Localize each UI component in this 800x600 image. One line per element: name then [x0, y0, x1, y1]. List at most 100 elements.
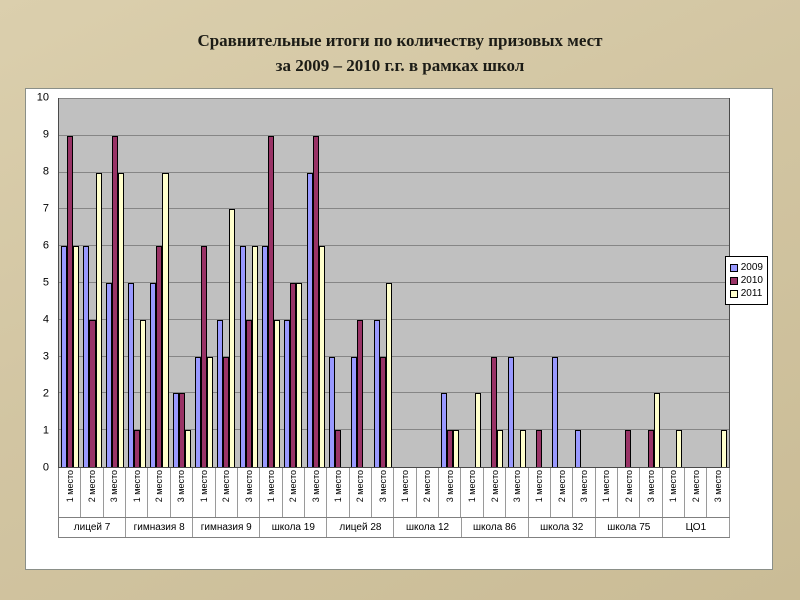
x-tick-label: 2 место — [690, 470, 701, 503]
bar-2009 — [128, 283, 135, 467]
y-tick-label: 4 — [42, 313, 49, 326]
gridline — [59, 282, 729, 283]
y-axis-labels: 0 1 2 3 4 5 6 7 8 9 10 — [26, 92, 55, 473]
y-tick-label: 0 — [42, 461, 49, 474]
category-cell — [461, 99, 483, 467]
y-tick-label: 9 — [42, 128, 49, 141]
y-tick-label: 6 — [42, 239, 49, 252]
category-cell — [171, 99, 193, 467]
x-tick-label: 3 место — [243, 470, 254, 503]
bar-2011 — [274, 319, 281, 467]
bar-2011 — [140, 319, 147, 467]
x-tick-cell: 3 место — [573, 468, 596, 517]
group-label: школа 86 — [462, 518, 529, 537]
y-tick-label: 7 — [42, 202, 49, 215]
bar-2011 — [296, 283, 303, 467]
category-cell — [617, 99, 639, 467]
x-tick-cell: 1 место — [126, 468, 149, 517]
gridline — [59, 134, 729, 136]
x-tick-cell: 2 место — [618, 468, 641, 517]
category-cell — [573, 99, 595, 467]
bar-2010 — [268, 135, 275, 467]
x-tick-cell: 2 место — [417, 468, 440, 517]
legend-items: 2009 2010 2011 — [729, 262, 763, 299]
bar-2011 — [653, 393, 660, 467]
legend-item: 2011 — [729, 288, 763, 299]
category-cell — [640, 99, 662, 467]
x-tick-label: 2 место — [556, 470, 567, 503]
group-label: школа 19 — [260, 518, 328, 537]
bar-2010 — [245, 319, 252, 467]
x-tick-label: 1 место — [668, 470, 679, 503]
bar-2010 — [201, 246, 208, 467]
bar-2011 — [720, 430, 727, 467]
x-tick-label: 3 место — [109, 470, 120, 503]
bar-2010 — [111, 135, 118, 467]
x-tick-cell: 1 место — [461, 468, 484, 517]
x-tick-cell: 3 место — [372, 468, 395, 517]
category-cell — [327, 99, 349, 467]
x-tick-label: 3 место — [176, 470, 187, 503]
bar-2009 — [150, 283, 157, 467]
gridline — [59, 171, 729, 173]
bar-2010 — [446, 430, 453, 467]
group-label: гимназия 8 — [126, 518, 194, 537]
group-label: школа 75 — [596, 518, 663, 537]
gridline — [59, 355, 729, 357]
legend: 2009 2010 2011 — [724, 256, 768, 305]
bar-2010 — [223, 356, 230, 467]
category-cell — [595, 99, 617, 467]
x-tick-label: 1 место — [534, 470, 545, 503]
bar-2011 — [73, 246, 80, 467]
bar-2009 — [351, 356, 358, 467]
bar-2011 — [229, 209, 236, 467]
gridline — [59, 392, 729, 394]
bar-2010 — [156, 246, 163, 467]
bar-2009 — [172, 393, 179, 467]
x-tick-label: 1 место — [265, 470, 276, 503]
category-cell — [59, 99, 81, 467]
bar-2011 — [184, 430, 191, 467]
bar-2010 — [357, 319, 364, 467]
bar-2010 — [67, 135, 74, 467]
x-tick-cell: 1 место — [596, 468, 618, 517]
bars-row — [59, 99, 729, 467]
x-tick-label: 3 место — [646, 470, 657, 503]
x-tick-cell: 3 место — [640, 468, 663, 517]
category-cell — [282, 99, 304, 467]
bar-2011 — [207, 356, 214, 467]
bar-2009 — [373, 319, 380, 467]
x-tick-label: 2 место — [489, 470, 500, 503]
category-cell — [550, 99, 572, 467]
category-cell — [394, 99, 416, 467]
x-tick-label: 3 место — [377, 470, 388, 503]
gridline — [59, 208, 729, 210]
bar-2011 — [318, 246, 325, 467]
bar-2011 — [676, 430, 683, 467]
bar-2011 — [117, 172, 124, 467]
x-tick-cell: 1 место — [663, 468, 686, 517]
y-tick-label: 5 — [42, 276, 49, 289]
x-tick-label: 1 место — [64, 470, 75, 503]
x-tick-label: 1 место — [332, 470, 343, 503]
x-tick-cell: 1 место — [260, 468, 283, 517]
category-cell — [684, 99, 706, 467]
chart-title: Сравнительные итоги по количеству призов… — [0, 28, 800, 78]
x-tick-label: 3 место — [578, 470, 589, 503]
x-tick-label: 3 место — [444, 470, 455, 503]
x-tick-cell: 1 место — [193, 468, 216, 517]
bar-2009 — [83, 246, 90, 467]
x-tick-cell: 1 место — [529, 468, 551, 517]
bar-2010 — [89, 319, 96, 467]
category-cell — [372, 99, 394, 467]
bar-2011 — [162, 172, 169, 467]
group-label: гимназия 9 — [193, 518, 261, 537]
chart-title-line-2: за 2009 – 2010 г.г. в рамках школ — [275, 56, 525, 75]
category-cell — [148, 99, 170, 467]
bar-2009 — [217, 319, 224, 467]
bar-2011 — [519, 430, 526, 467]
x-tick-cell: 2 место — [484, 468, 507, 517]
x-tick-label: 2 место — [355, 470, 366, 503]
bar-2011 — [251, 246, 258, 467]
x-tick-label: 1 место — [467, 470, 478, 503]
